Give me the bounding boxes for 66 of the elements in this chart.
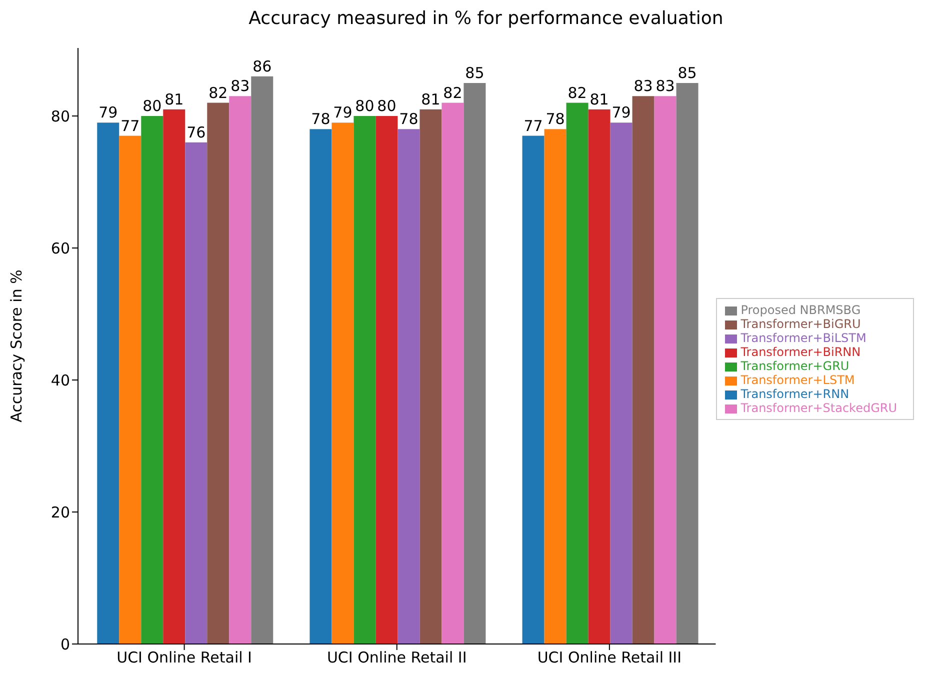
x-tick-label: UCI Online Retail III (537, 648, 682, 667)
legend-label: Transformer+StackedGRU (740, 401, 897, 415)
bar (163, 109, 186, 644)
data-label: 80 (355, 96, 374, 115)
bar (141, 116, 164, 644)
bar (654, 96, 676, 644)
y-tick-label: 80 (50, 107, 70, 126)
data-label: 78 (546, 110, 565, 128)
data-label: 81 (590, 90, 609, 108)
data-label: 77 (524, 116, 543, 135)
data-label: 78 (311, 110, 330, 128)
bar (398, 129, 420, 644)
legend-label: Transformer+RNN (740, 387, 850, 401)
bar (229, 96, 252, 644)
legend-label: Transformer+BiRNN (740, 345, 861, 359)
data-label: 82 (443, 84, 462, 102)
bar (251, 76, 274, 644)
legend-label: Transformer+LSTM (740, 373, 855, 387)
y-tick-label: 60 (50, 239, 70, 258)
data-label: 86 (252, 57, 272, 76)
bar (632, 96, 654, 644)
data-label: 76 (186, 123, 206, 142)
bar (332, 122, 354, 644)
data-label: 77 (120, 116, 140, 135)
bar (442, 102, 464, 644)
data-label: 85 (678, 64, 697, 82)
bar (207, 102, 230, 644)
bar (676, 82, 698, 644)
data-label: 83 (230, 77, 250, 96)
data-label: 83 (656, 77, 675, 96)
data-label: 82 (568, 84, 587, 102)
data-label: 82 (208, 84, 228, 102)
legend-label: Transformer+GRU (740, 359, 850, 373)
bar (420, 109, 442, 644)
data-label: 79 (98, 104, 118, 122)
data-label: 83 (634, 77, 653, 96)
data-label: 78 (399, 110, 418, 128)
bar (522, 136, 544, 644)
bar (97, 122, 120, 644)
bar (354, 116, 376, 644)
legend-label: Transformer+BiGRU (740, 317, 861, 331)
y-tick-label: 20 (50, 503, 70, 522)
x-tick-label: UCI Online Retail I (116, 648, 252, 667)
bar (610, 122, 632, 644)
y-axis-title: Accuracy Score in % (7, 270, 26, 422)
legend-label: Proposed NBRMSBG (740, 303, 861, 317)
data-label: 80 (377, 96, 396, 115)
x-tick-label: UCI Online Retail II (326, 648, 467, 667)
bar (588, 109, 610, 644)
bar (566, 102, 588, 644)
data-label: 79 (333, 104, 352, 122)
y-tick-label: 0 (60, 635, 70, 654)
bar (544, 129, 566, 644)
bar (310, 129, 332, 644)
chart-title: Accuracy measured in % for performance evaluation (248, 8, 724, 31)
data-label: 81 (164, 90, 184, 108)
legend-label: Transformer+BiLSTM (740, 331, 866, 345)
data-label: 85 (465, 64, 484, 82)
y-tick-label: 40 (50, 371, 70, 390)
data-label: 81 (421, 90, 440, 108)
bar (119, 136, 142, 644)
bar (185, 142, 208, 644)
data-label: 80 (142, 96, 162, 115)
data-label: 79 (612, 104, 631, 122)
bar (376, 116, 398, 644)
bar (464, 82, 486, 644)
